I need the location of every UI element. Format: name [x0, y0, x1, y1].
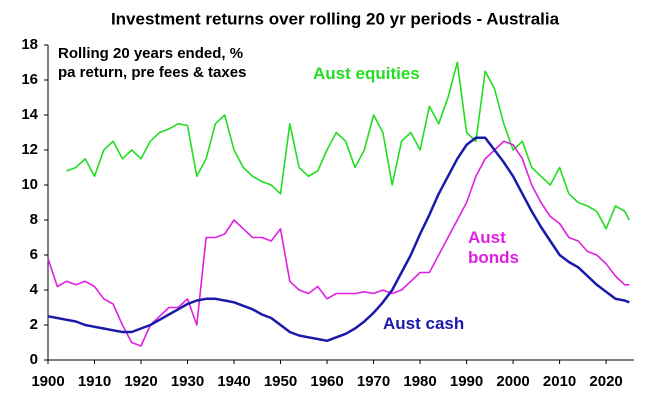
- series-label: Aust cash: [383, 314, 465, 333]
- x-tick-label: 2020: [589, 373, 622, 390]
- series-line: [47, 136, 630, 343]
- y-tick-label: 4: [30, 281, 39, 298]
- y-tick-label: 16: [21, 71, 38, 88]
- series-line: [66, 61, 631, 230]
- y-tick-label: 14: [21, 106, 38, 123]
- x-tick-label: 1910: [78, 373, 111, 390]
- y-tick-label: 12: [21, 141, 38, 158]
- x-tick-label: 1940: [217, 373, 250, 390]
- chart-title: Investment returns over rolling 20 yr pe…: [111, 9, 560, 28]
- x-tick-label: 1960: [310, 373, 343, 390]
- y-tick-label: 10: [21, 176, 38, 193]
- x-tick-label: 1980: [403, 373, 436, 390]
- x-tick-label: 2010: [543, 373, 576, 390]
- x-tick-label: 1920: [124, 373, 157, 390]
- y-tick-label: 6: [30, 246, 38, 263]
- x-tick-label: 2000: [496, 373, 529, 390]
- y-tick-label: 18: [21, 36, 38, 53]
- series-label: Aust equities: [313, 64, 420, 83]
- series-line: [47, 140, 630, 347]
- note: Rolling 20 years ended, % pa return, pre…: [58, 45, 247, 81]
- x-tick-label: 1900: [31, 373, 64, 390]
- y-tick-label: 8: [30, 211, 38, 228]
- x-tick-label: 1970: [357, 373, 390, 390]
- y-tick-label: 2: [30, 316, 38, 333]
- x-tick-label: 1990: [450, 373, 483, 390]
- x-tick-label: 1950: [264, 373, 297, 390]
- y-tick-label: 0: [30, 351, 38, 368]
- series-label: Aust bonds: [468, 228, 519, 267]
- x-tick-label: 1930: [171, 373, 204, 390]
